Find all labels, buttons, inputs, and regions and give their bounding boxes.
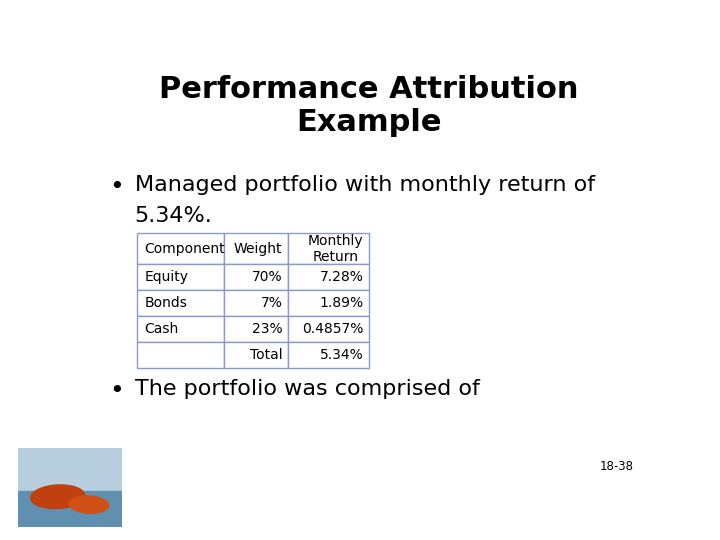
Ellipse shape — [30, 485, 85, 509]
Text: •: • — [109, 379, 125, 403]
Text: Total: Total — [250, 348, 282, 362]
Ellipse shape — [69, 496, 109, 513]
Bar — [288, 342, 369, 368]
Text: •: • — [109, 175, 125, 199]
Bar — [288, 316, 369, 342]
Text: 5.34%: 5.34% — [320, 348, 364, 362]
Bar — [138, 342, 224, 368]
Text: Equity: Equity — [144, 271, 188, 284]
Bar — [224, 265, 288, 290]
Bar — [138, 233, 224, 265]
Text: 7%: 7% — [261, 296, 282, 310]
Bar — [288, 290, 369, 316]
Text: 7.28%: 7.28% — [320, 271, 364, 284]
Bar — [288, 265, 369, 290]
Text: 0.4857%: 0.4857% — [302, 322, 364, 336]
Bar — [18, 448, 122, 491]
Bar — [138, 265, 224, 290]
Text: Example: Example — [296, 109, 442, 138]
Text: Managed portfolio with monthly return of: Managed portfolio with monthly return of — [135, 175, 595, 195]
Text: 5.34%.: 5.34%. — [135, 206, 212, 226]
Bar — [138, 290, 224, 316]
Bar — [138, 316, 224, 342]
Bar — [18, 491, 122, 526]
Bar — [224, 316, 288, 342]
Bar — [224, 290, 288, 316]
Text: Weight: Weight — [234, 242, 282, 256]
Bar — [288, 233, 369, 265]
Bar — [224, 342, 288, 368]
Text: Component: Component — [144, 242, 225, 256]
Text: Cash: Cash — [144, 322, 179, 336]
Bar — [224, 233, 288, 265]
Text: 23%: 23% — [252, 322, 282, 336]
Text: 70%: 70% — [252, 271, 282, 284]
Text: 1.89%: 1.89% — [319, 296, 364, 310]
Text: Performance Attribution: Performance Attribution — [159, 75, 579, 104]
Text: 18-38: 18-38 — [600, 460, 634, 473]
Text: Bonds: Bonds — [144, 296, 187, 310]
Text: The portfolio was comprised of: The portfolio was comprised of — [135, 379, 480, 399]
Text: Monthly
Return: Monthly Return — [307, 234, 364, 264]
